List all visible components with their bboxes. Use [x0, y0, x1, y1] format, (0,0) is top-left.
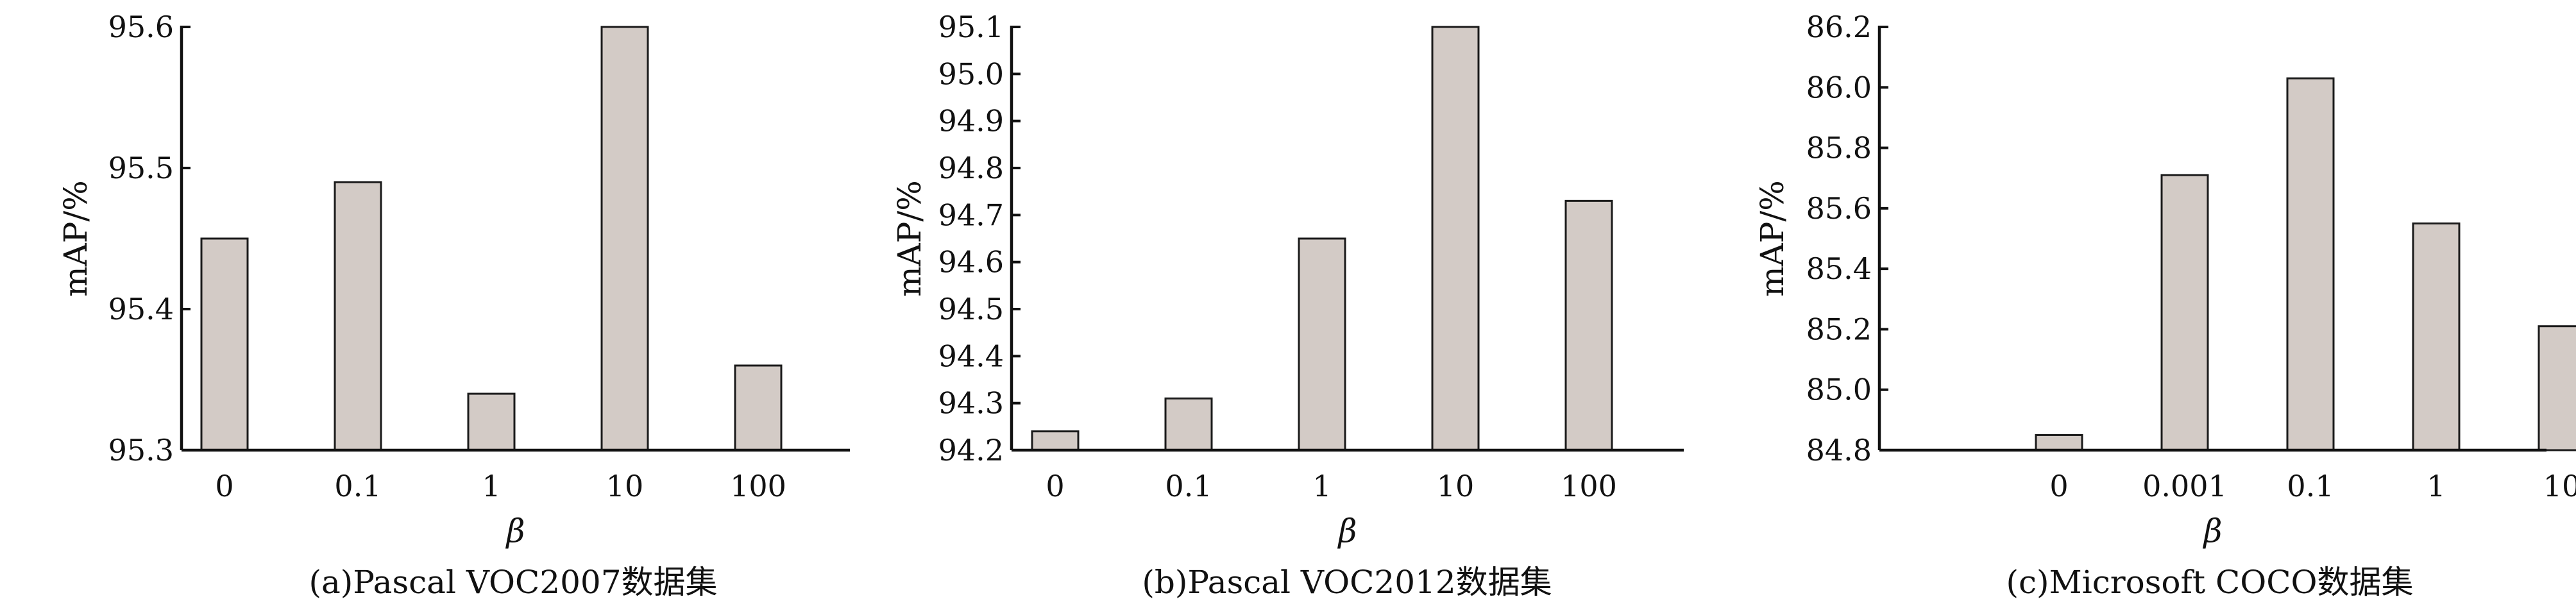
- bar-10: [2538, 325, 2576, 451]
- panel-caption: (b)Pascal VOC2012数据集: [1142, 564, 1552, 601]
- x-tick-label: 100: [730, 469, 786, 503]
- y-tick-label: 94.4: [938, 339, 1004, 373]
- bar-10: [600, 26, 649, 451]
- bar-1: [1298, 237, 1346, 451]
- y-tick-label: 95.0: [938, 56, 1004, 91]
- y-tick-label: 94.6: [938, 245, 1004, 280]
- bar-0: [1031, 430, 1080, 451]
- y-tick-label: 95.6: [108, 10, 174, 44]
- x-tick-label: 0.1: [2287, 469, 2334, 503]
- bar-0.1: [2286, 77, 2335, 451]
- y-tick-label: 85.2: [1806, 312, 1872, 346]
- y-tick-label: 94.8: [938, 151, 1004, 185]
- bar-0: [200, 237, 249, 451]
- y-tick-label: 95.1: [938, 10, 1004, 44]
- bar-0.001: [2160, 174, 2209, 451]
- x-axis-title: β: [505, 512, 525, 550]
- bar-1: [2412, 222, 2461, 451]
- y-tick-label: 94.7: [938, 198, 1004, 232]
- chart-panel-a: 95.3 95.4 95.5 95.6 0 0.1 1 10 100 β mAP/% (a)Pasca…: [57, 10, 850, 601]
- y-tick-label: 86.2: [1806, 10, 1872, 44]
- y-tick-label: 85.4: [1806, 251, 1872, 286]
- y-tick-label: 84.8: [1806, 433, 1872, 467]
- y-tick-label: 85.6: [1806, 191, 1872, 226]
- bar-1: [467, 392, 516, 451]
- panel-caption: (a)Pascal VOC2007数据集: [309, 564, 717, 601]
- chart-panel-c: 84.8 85.0 85.2 85.4 85.6 85.8 86.0 86.2 0 0.001 0.…: [1754, 10, 2576, 601]
- x-tick-label: 0.001: [2142, 469, 2227, 503]
- x-tick-label: 10: [606, 469, 644, 503]
- y-axis-title: mAP/%: [57, 180, 94, 297]
- x-tick-label: 0.1: [1165, 469, 1212, 503]
- x-tick-label: 0: [215, 469, 233, 503]
- x-tick-label: 10: [1437, 469, 1475, 503]
- x-tick-label: 100: [1561, 469, 1617, 503]
- bar-100: [734, 364, 783, 451]
- x-tick-label: 1: [2427, 469, 2445, 503]
- x-tick-label: 0.1: [334, 469, 381, 503]
- x-axis-title: β: [2203, 512, 2223, 550]
- y-tick-label: 85.8: [1806, 131, 1872, 165]
- y-tick-label: 95.4: [108, 292, 174, 326]
- y-tick-label: 94.5: [938, 292, 1004, 326]
- y-tick-label: 95.3: [108, 433, 174, 467]
- x-tick-label: 1: [1312, 469, 1331, 503]
- y-tick-label: 95.5: [108, 151, 174, 185]
- bar-10: [1431, 26, 1480, 451]
- y-axis-title: mAP/%: [891, 180, 928, 297]
- y-tick-label: 86.0: [1806, 70, 1872, 105]
- x-tick-label: 1: [482, 469, 500, 503]
- y-axis-title: mAP/%: [1754, 180, 1791, 297]
- y-tick-label: 94.2: [938, 433, 1004, 467]
- x-tick-label: 0: [1046, 469, 1064, 503]
- y-tick-label: 85.0: [1806, 373, 1872, 407]
- x-axis-title: β: [1337, 512, 1357, 550]
- y-tick-label: 94.3: [938, 386, 1004, 421]
- bar-0: [2035, 433, 2083, 451]
- y-tick-label: 94.9: [938, 104, 1004, 139]
- x-tick-label: 10: [2543, 469, 2576, 503]
- bar-0.1: [1164, 397, 1213, 451]
- panel-caption: (c)Microsoft COCO数据集: [2006, 564, 2414, 601]
- bar-0.1: [334, 181, 382, 451]
- chart-panel-b: 94.2 94.3 94.4 94.5 94.6 94.7 94.8 94.9 95.0 95.1…: [891, 10, 1684, 601]
- x-tick-label: 0: [2049, 469, 2068, 503]
- bar-100: [1564, 199, 1613, 451]
